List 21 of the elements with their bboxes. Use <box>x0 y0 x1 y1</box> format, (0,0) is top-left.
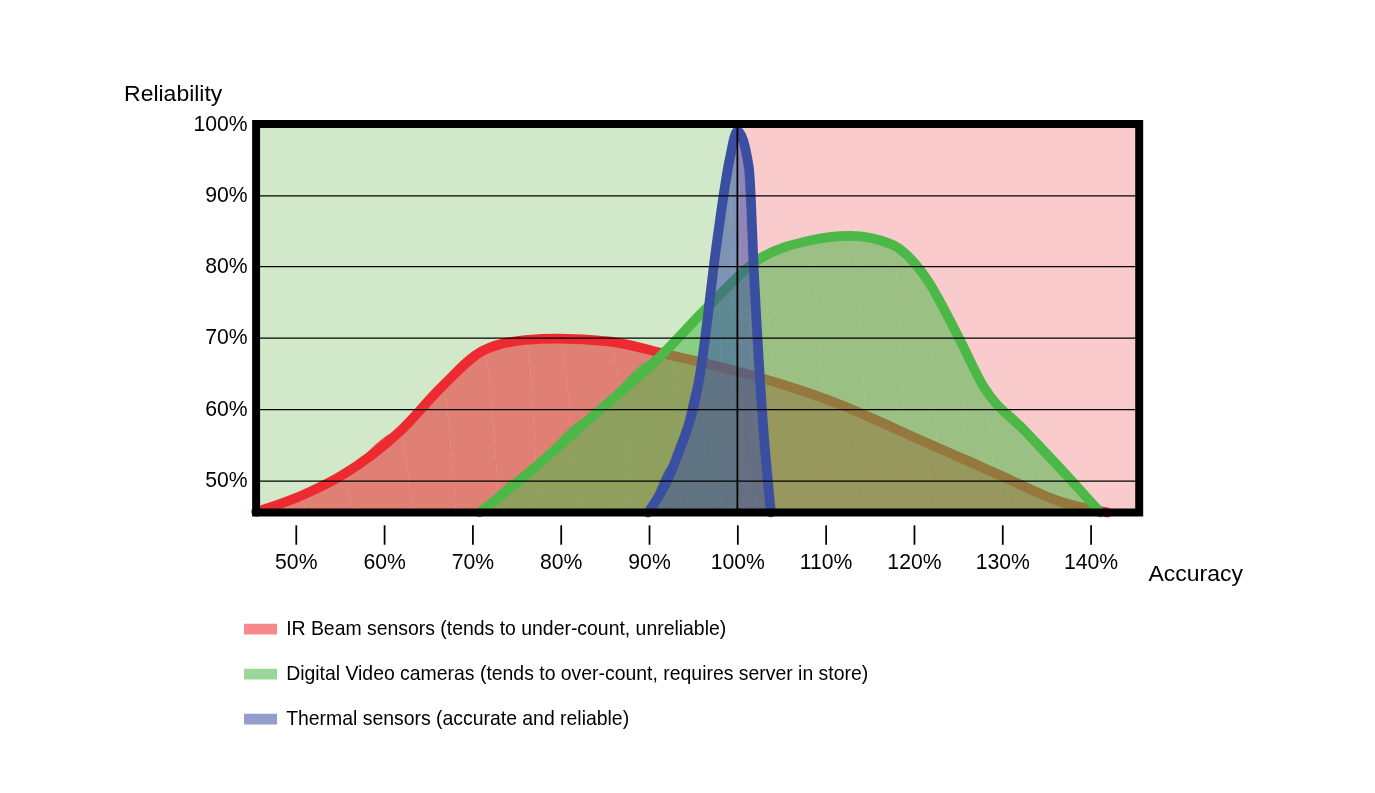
y-tick-label: 100% <box>193 111 248 135</box>
y-tick-label: 70% <box>205 325 248 349</box>
x-tick-label: 50% <box>275 549 318 573</box>
x-axis-title: Accuracy <box>1148 559 1244 586</box>
x-tick-label: 140% <box>1063 549 1119 573</box>
legend-label: IR Beam sensors (tends to under-count, unreliable) <box>286 617 727 640</box>
x-tick-label: 100% <box>710 549 766 573</box>
x-tick-label: 90% <box>628 549 671 573</box>
x-tick-label: 120% <box>887 549 942 573</box>
legend-label: Digital Video cameras (tends to over-count, requires server in store) <box>286 662 869 685</box>
y-tick-label: 50% <box>205 468 248 492</box>
x-tick-label: 60% <box>363 549 406 573</box>
y-tick-label: 60% <box>205 396 248 420</box>
y-axis-title: Reliability <box>124 79 223 106</box>
y-tick-label: 80% <box>205 254 248 278</box>
x-tick-label: 70% <box>451 549 495 573</box>
y-tick-label: 90% <box>205 182 248 206</box>
x-tick-label: 80% <box>540 549 583 573</box>
x-tick-label: 110% <box>799 549 853 573</box>
legend-label: Thermal sensors (accurate and reliable) <box>286 707 630 730</box>
x-tick-label: 130% <box>975 549 1031 573</box>
